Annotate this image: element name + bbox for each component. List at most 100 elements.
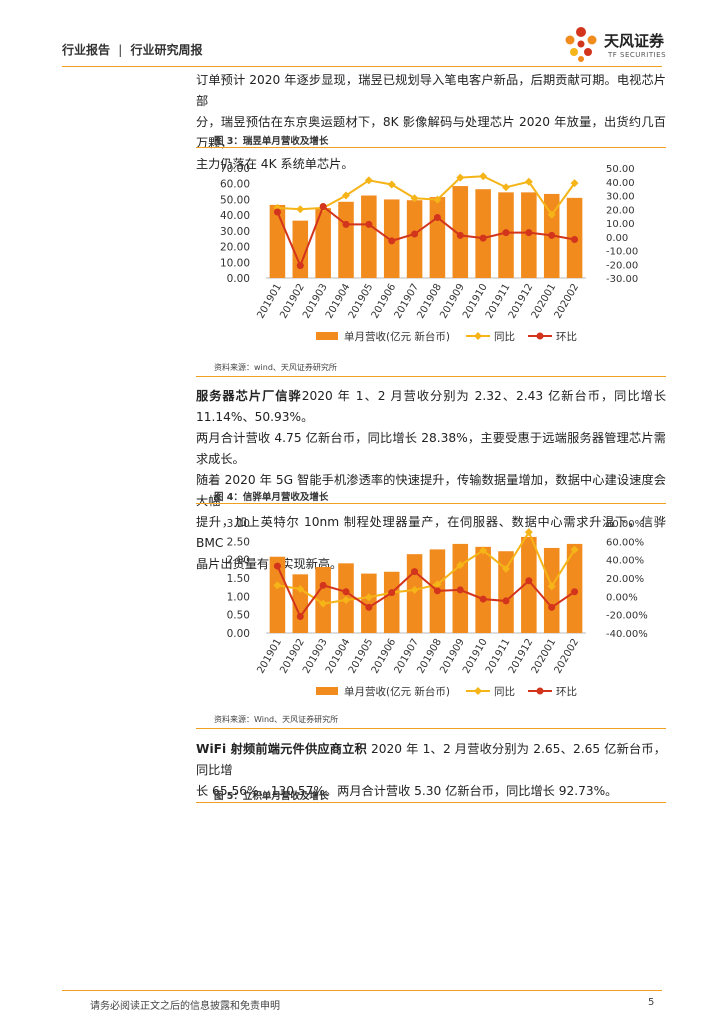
data-point	[319, 203, 327, 210]
tf-securities-logo: 天风证券 TF SECURITIES	[560, 24, 675, 66]
data-point	[456, 173, 465, 182]
y-left-tick-label: 60.00	[220, 179, 250, 191]
header-section: 行业报告	[62, 43, 111, 57]
y-right-tick-label: 10.00	[606, 219, 635, 230]
data-point	[387, 180, 396, 189]
paragraph-text: 2020 年 1、2 月营收分别为 2.65、2.65 亿新台币，同比增	[196, 742, 666, 777]
data-point	[479, 546, 488, 555]
data-point	[296, 585, 305, 593]
data-point	[502, 564, 510, 573]
bar	[383, 571, 400, 633]
data-point	[502, 183, 510, 192]
y-left-tick-label: 2.00	[227, 555, 250, 567]
y-left-tick-label: 2.50	[227, 536, 250, 548]
data-point	[273, 208, 281, 216]
figure-3-chart: 70.00 60.00 50.00 40.00 30.00 20.00 10.00 0.00 5…	[220, 163, 638, 343]
y-right-tick-label: -20.00	[606, 260, 638, 271]
y-right-tick-label: 50.00	[606, 164, 635, 175]
figure-3-bottom-rule	[196, 376, 666, 377]
legend-label: 单月营收(亿元 新台币)	[344, 330, 450, 343]
bar	[498, 551, 514, 633]
figure-5-top-rule	[196, 802, 666, 803]
legend-swatch	[316, 332, 338, 340]
legend-marker	[474, 332, 482, 340]
y-right-tick-label: 0.00%	[606, 592, 638, 603]
data-point	[388, 237, 396, 245]
y-left-tick-label: 20.00	[220, 242, 250, 254]
y-right-tick-label: 80.00%	[606, 519, 644, 530]
bar	[315, 208, 331, 278]
legend-marker	[474, 687, 482, 695]
data-point	[433, 580, 442, 589]
header-separator: |	[118, 43, 123, 57]
data-point	[364, 593, 373, 602]
figure-4-top-rule	[196, 503, 666, 504]
y-left-tick-label: 40.00	[220, 210, 250, 222]
data-point	[548, 603, 556, 611]
bar	[292, 220, 309, 278]
figure-3-source: 资料来源：wind、天风证券研究所	[214, 363, 337, 372]
page-number: 5	[648, 997, 655, 1008]
data-point	[410, 194, 419, 203]
footer-disclaimer: 请务必阅读正文之后的信息披露和免责申明	[90, 1001, 280, 1012]
data-point	[388, 589, 396, 597]
data-point	[479, 172, 488, 181]
data-point	[547, 582, 556, 591]
legend-marker	[536, 687, 544, 695]
y-right-tick-label: -10.00	[606, 247, 638, 258]
data-point	[502, 229, 510, 237]
paragraph-aspeed: 服务器芯片厂信骅2020 年 1、2 月营收分别为 2.32、2.43 亿新台币…	[196, 386, 666, 575]
legend-marker	[536, 332, 544, 340]
data-point	[456, 231, 464, 239]
y-right-tick-label: -40.00%	[606, 629, 648, 640]
report-header: 行业报告 | 行业研究周报	[62, 41, 202, 58]
paragraph-line: 提升，加上英特尔 10nm 制程处理器量产，在伺服器、数据中心需求升温下，信骅 …	[196, 515, 666, 550]
data-point	[433, 214, 441, 221]
legend-swatch	[316, 687, 338, 695]
series-line	[276, 204, 575, 269]
bar	[475, 546, 491, 633]
logo-flower-icon	[565, 27, 597, 62]
data-point	[411, 230, 419, 238]
y-right-tick-label: 20.00%	[606, 574, 644, 585]
paragraph-line: 两月合计营收 4.75 亿新台币，同比增长 28.38%，主要受惠于远端服务器管…	[196, 431, 666, 466]
footer-divider	[62, 990, 662, 991]
series-line	[277, 530, 576, 605]
data-point	[479, 234, 487, 242]
paragraph-line: 晶片出货量有望实现新高。	[196, 557, 343, 571]
paragraph-lead: WiFi 射频前端元件供应商立积	[196, 742, 367, 756]
y-left-tick-label: 0.00	[227, 273, 250, 285]
paragraph-richwave: WiFi 射频前端元件供应商立积 2020 年 1、2 月营收分别为 2.65、…	[196, 739, 666, 802]
y-right-tick-label: 20.00	[606, 205, 635, 216]
y-right-tick-label: 30.00	[606, 192, 635, 203]
data-point	[296, 262, 304, 270]
paragraph-text: 2020 年 1、2 月营收分别为 2.32、2.43 亿新台币，同比增长 11…	[196, 389, 667, 424]
data-point	[433, 587, 441, 595]
series-line	[276, 565, 576, 619]
data-point	[319, 599, 328, 608]
data-point	[524, 177, 533, 186]
bar	[361, 195, 377, 278]
bar	[361, 573, 377, 633]
y-left-tick-label: 0.00	[227, 628, 250, 640]
figure-4-source: 资料来源：Wind、天风证券研究所	[214, 715, 339, 724]
bar	[429, 197, 446, 278]
data-point	[365, 220, 373, 228]
data-point	[342, 191, 350, 200]
figure-5-title: 图 5：立积单月营收及增长	[214, 791, 329, 802]
data-point	[570, 179, 579, 188]
data-point	[410, 585, 419, 594]
data-point	[273, 562, 281, 570]
y-left-tick-label: 3.00	[227, 518, 250, 530]
paragraph-line: 订单预计 2020 年逐步显现，瑞昱已规划导入笔电客户新品，后期贡献可期。电视芯…	[196, 73, 666, 108]
y-left-tick-label: 1.00	[227, 591, 250, 603]
y-right-tick-label: 0.00	[606, 233, 628, 244]
figure-4-bottom-rule	[196, 728, 666, 729]
paragraph-lead: 服务器芯片厂信骅	[196, 389, 302, 403]
y-right-tick-label: 40.00	[606, 178, 635, 189]
paragraph-line: 主力仍落在 4K 系统单芯片。	[196, 157, 354, 171]
data-point	[411, 568, 419, 576]
legend-label: 环比	[556, 685, 577, 698]
header-divider	[62, 66, 662, 67]
data-point	[296, 205, 305, 214]
